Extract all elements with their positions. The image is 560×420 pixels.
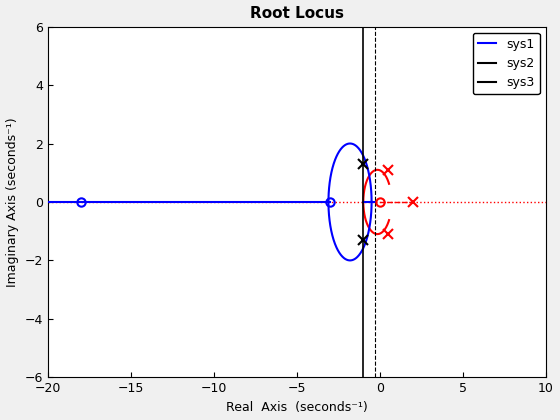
X-axis label: Real  Axis  (seconds⁻¹): Real Axis (seconds⁻¹) [226, 401, 368, 414]
Title: Root Locus: Root Locus [250, 6, 344, 21]
Legend: sys1, sys2, sys3: sys1, sys2, sys3 [473, 33, 540, 94]
Y-axis label: Imaginary Axis (seconds⁻¹): Imaginary Axis (seconds⁻¹) [6, 117, 19, 287]
